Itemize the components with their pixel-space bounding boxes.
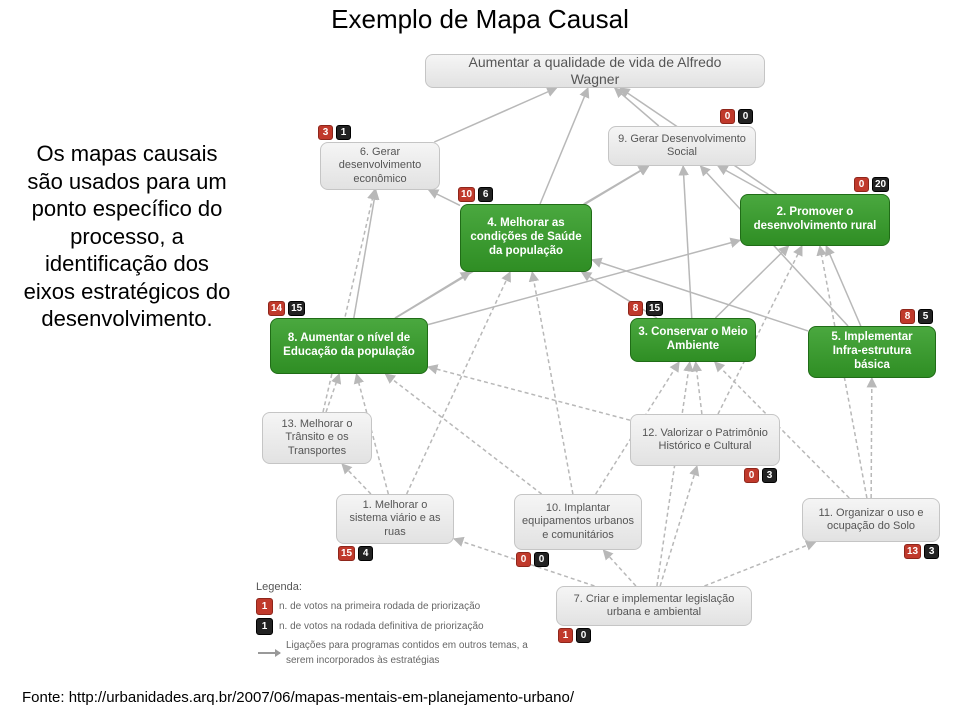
- edge-n11-n5: [871, 378, 872, 498]
- legend-label: Ligações para programas contidos em outr…: [286, 638, 546, 668]
- legend-title: Legenda:: [256, 579, 546, 596]
- edge-n12-n8: [428, 367, 630, 420]
- edge-n3-n2: [715, 246, 788, 318]
- edge-n3-n9: [683, 166, 692, 318]
- edge-n9-banner: [615, 88, 659, 126]
- edge-n3-n4: [582, 272, 657, 318]
- edge-n4-n6: [429, 190, 460, 205]
- arrow-icon: [258, 652, 280, 654]
- page: Exemplo de Mapa Causal Os mapas causais …: [0, 0, 960, 716]
- node-n8: 8. Aumentar o nível de Educação da popul…: [270, 318, 428, 374]
- description-paragraph: Os mapas causais são usados para um pont…: [22, 140, 232, 333]
- edge-n5-n2: [826, 246, 861, 326]
- page-title: Exemplo de Mapa Causal: [0, 4, 960, 35]
- edge-n7-n12: [660, 466, 697, 586]
- source-caption: Fonte: http://urbanidades.arq.br/2007/06…: [22, 689, 574, 706]
- node-n2: 2. Promover o desenvolvimento rural: [740, 194, 890, 246]
- legend-row: 1 n. de votos na rodada definitiva de pri…: [256, 618, 546, 635]
- edge-n7-n3: [657, 362, 690, 586]
- legend-row: Ligações para programas contidos em outr…: [256, 638, 546, 668]
- node-n11: 11. Organizar o uso e ocupação do Solo: [802, 498, 940, 542]
- legend-row: 1 n. de votos na primeira rodada de prior…: [256, 598, 546, 615]
- red-swatch-icon: 1: [256, 598, 273, 615]
- node-n4: 4. Melhorar as condições de Saúde da pop…: [460, 204, 592, 272]
- edge-n6-banner: [434, 88, 556, 142]
- node-n6: 6. Gerar desenvolvimento econômico: [320, 142, 440, 190]
- edge-n13-n8: [326, 374, 339, 412]
- diagram-canvas: Aumentar a qualidade de vida de Alfredo …: [250, 54, 950, 682]
- node-n13: 13. Melhorar o Trânsito e os Transportes: [262, 412, 372, 464]
- edge-n8-n6: [354, 190, 376, 318]
- node-n12: 12. Valorizar o Patrimônio Histórico e C…: [630, 414, 780, 466]
- edge-n7-n11: [704, 542, 815, 586]
- edge-n10-n4: [532, 272, 573, 494]
- node-n9: 9. Gerar Desenvolvimento Social: [608, 126, 756, 166]
- edge-n2-n9: [718, 166, 768, 194]
- edge-n4-banner: [540, 88, 588, 204]
- edge-n7-n10: [603, 550, 636, 586]
- legend: Legenda: 1 n. de votos na primeira rodada…: [256, 579, 546, 669]
- legend-label: n. de votos na primeira rodada de priori…: [279, 599, 480, 614]
- node-n5: 5. Implementar Infra-estrutura básica: [808, 326, 936, 378]
- legend-label: n. de votos na rodada definitiva de prio…: [279, 619, 484, 634]
- node-n3: 3. Conservar o Meio Ambiente: [630, 318, 756, 362]
- node-banner: Aumentar a qualidade de vida de Alfredo …: [425, 54, 765, 88]
- node-n7: 7. Criar e implementar legislação urbana…: [556, 586, 752, 626]
- node-n10: 10. Implantar equipamentos urbanos e com…: [514, 494, 642, 550]
- black-swatch-icon: 1: [256, 618, 273, 635]
- edge-n10-n8: [385, 374, 541, 494]
- edge-n1-n13: [342, 464, 371, 494]
- edge-n12-n3: [696, 362, 702, 414]
- edge-n13-n6: [323, 190, 374, 412]
- edge-n1-n4: [407, 272, 510, 494]
- node-n1: 1. Melhorar o sistema viário e as ruas: [336, 494, 454, 544]
